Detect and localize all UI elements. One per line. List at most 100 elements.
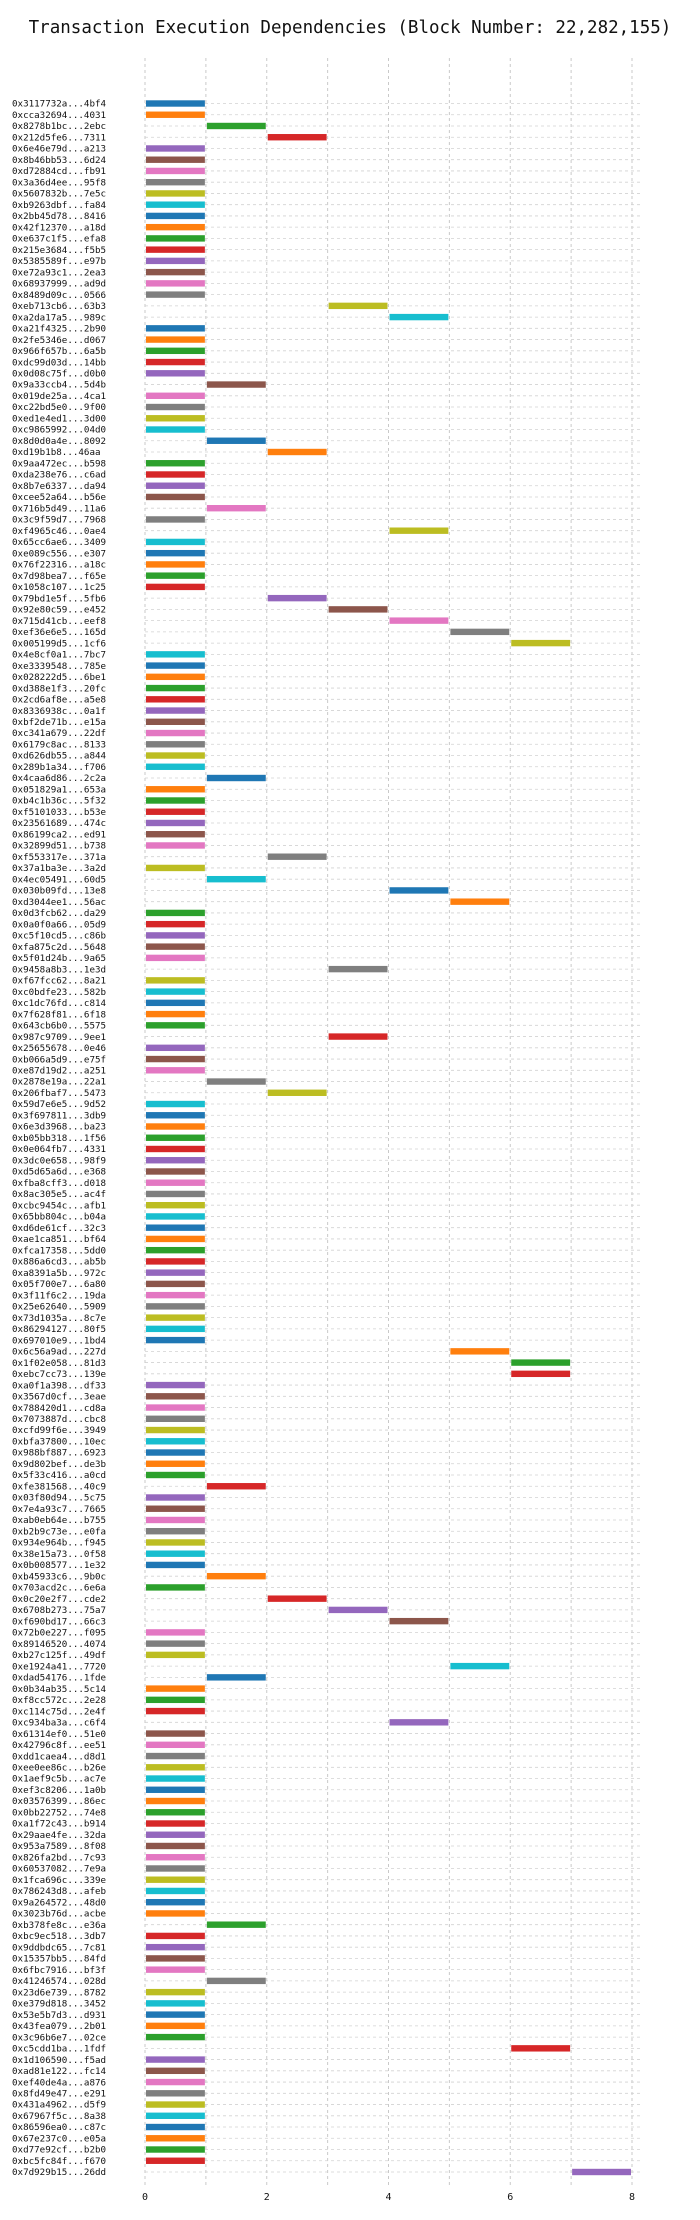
y-tick-label: 0xb4c1b36c...5f32 — [12, 796, 106, 807]
dependency-bar — [146, 426, 205, 433]
dependency-bar — [146, 471, 205, 478]
y-tick-label: 0x9a264572...48d0 — [12, 1897, 106, 1908]
dependency-bar — [146, 1246, 205, 1254]
dependency-bar — [146, 1179, 205, 1186]
y-tick-label: 0xd19b1b8...46aa — [12, 447, 101, 458]
y-tick-label: 0x59d7e6e5...9d52 — [12, 1099, 106, 1110]
y-tick-label: 0x051829a1...653a — [12, 784, 106, 795]
y-tick-label: 0xfe381568...40c9 — [12, 1481, 106, 1492]
y-tick-label: 0xab0eb64e...b755 — [12, 1515, 106, 1526]
y-tick-label: 0x03576399...86ec — [12, 1796, 106, 1807]
dependency-bar — [146, 2157, 205, 2164]
y-tick-label: 0x3dc0e658...98f9 — [12, 1155, 106, 1166]
y-tick-label: 0x67967f5c...8a38 — [12, 2111, 106, 2122]
dependency-bar — [389, 527, 449, 534]
dependency-bar — [328, 606, 388, 613]
dependency-bar — [146, 1415, 205, 1422]
dependency-bar — [146, 1898, 205, 1906]
y-tick-label: 0xf553317e...371a — [12, 852, 106, 863]
y-tick-label: 0x0d08c75f...d0b0 — [12, 369, 106, 380]
y-tick-label: 0x23d6e739...8782 — [12, 1987, 106, 1998]
y-tick-label: 0x3c96b6e7...02ce — [12, 2032, 106, 2043]
chart-title: Transaction Execution Dependencies (Bloc… — [28, 18, 672, 38]
dependency-bar — [146, 808, 205, 815]
dependency-bar — [146, 167, 205, 175]
dependency-bar — [146, 651, 205, 658]
y-tick-label: 0x9aa472ec...b598 — [12, 458, 106, 469]
y-tick-label: 0x25e62640...5909 — [12, 1302, 106, 1313]
dependency-bar — [146, 1134, 205, 1141]
y-tick-label: 0xd6de61cf...32c3 — [12, 1223, 106, 1234]
y-tick-label: 0xae1ca851...bf64 — [12, 1234, 107, 1245]
y-tick-label: 0x716b5d49...11a6 — [12, 503, 106, 514]
dependency-bar — [146, 1797, 205, 1805]
dependency-bar — [328, 302, 388, 310]
y-tick-label: 0xda238e76...c6ad — [12, 470, 106, 481]
dependency-bar — [146, 1269, 205, 1276]
y-tick-label: 0xdc99d03d...14bb — [12, 357, 106, 368]
y-tick-label: 0x8d0d0a4e...8092 — [12, 436, 106, 447]
y-tick-label: 0x42796c8f...ee51 — [12, 1740, 106, 1751]
y-tick-label: 0xad81e122...fc14 — [12, 2066, 107, 2077]
y-tick-label: 0xd5d65a6d...e368 — [12, 1167, 106, 1178]
y-tick-label: 0x1aef9c5b...ac7e — [12, 1774, 106, 1785]
dependency-bar — [146, 1730, 205, 1737]
dependency-bar — [146, 516, 205, 523]
dependency-bar — [146, 1539, 205, 1546]
dependency-bar — [146, 1629, 205, 1636]
y-tick-label: 0x72b0e227...f095 — [12, 1628, 106, 1639]
dependency-bar — [511, 639, 571, 647]
dependency-bar — [206, 875, 266, 883]
y-tick-label: 0x987c9709...9ee1 — [12, 1032, 106, 1043]
bar-layer — [146, 100, 631, 2176]
y-tick-label: 0x4caa6d86...2c2a — [12, 773, 106, 784]
dependency-bar — [146, 1044, 205, 1052]
y-tick-label: 0x3f697811...3db9 — [12, 1110, 106, 1121]
x-tick-label: 6 — [507, 2192, 513, 2203]
y-tick-label: 0xf690bd17...66c3 — [12, 1616, 106, 1627]
dependency-bar — [146, 1426, 205, 1434]
y-tick-label: 0xc0bdfe23...582b — [12, 987, 106, 998]
dependency-bar — [146, 1550, 205, 1557]
y-tick-label: 0x289b1a34...f706 — [12, 762, 106, 773]
dependency-bar — [267, 448, 327, 456]
y-tick-label: 0x8b7e6337...da94 — [12, 481, 107, 492]
dependency-bar — [146, 1393, 205, 1400]
dependency-bar — [450, 628, 510, 636]
dependency-bar — [146, 1404, 205, 1411]
x-tick-label: 4 — [385, 2192, 391, 2203]
dependency-bar — [146, 156, 205, 163]
dependency-bar — [146, 1932, 205, 1940]
dependency-bar — [146, 696, 205, 703]
y-tick-label: 0xd388e1f3...20fc — [12, 683, 106, 694]
dependency-bar — [389, 313, 449, 321]
y-tick-label: 0x206fbaf7...5473 — [12, 1088, 106, 1099]
x-tick-labels: 0 2 4 6 8 — [142, 2192, 635, 2203]
y-tick-label: 0xf8cc572c...2e28 — [12, 1695, 106, 1706]
dependency-bar — [146, 943, 205, 950]
dependency-bar — [389, 617, 449, 624]
y-tick-label: 0x715d41cb...eef8 — [12, 616, 106, 627]
dependency-bar — [146, 291, 205, 298]
dependency-bar — [146, 1505, 205, 1512]
y-tick-label: 0xa1f72c43...b914 — [12, 1819, 107, 1830]
y-tick-label: 0x89146520...4074 — [12, 1639, 107, 1650]
y-tick-label: 0x8ac305e5...ac4f — [12, 1189, 106, 1200]
dependency-bar — [146, 1775, 205, 1782]
dependency-bar — [146, 1190, 205, 1198]
y-tick-label: 0x61314ef0...51e0 — [12, 1729, 106, 1740]
dependency-bar — [146, 2078, 205, 2086]
y-tick-label: 0xd77e92cf...b2b0 — [12, 2145, 106, 2156]
y-tick-label: 0xcbc9454c...afb1 — [12, 1200, 106, 1211]
dependency-bar — [146, 1471, 205, 1479]
y-tick-label: 0x6fbc7916...bf3f — [12, 1965, 106, 1976]
y-tick-label: 0x7f628f81...6f18 — [12, 1009, 106, 1020]
dependency-bar — [267, 1595, 327, 1602]
y-tick-label: 0xe72a93c1...2ea3 — [12, 267, 106, 278]
dependency-bar — [206, 505, 266, 512]
y-tick-label: 0xa21f4325...2b90 — [12, 324, 106, 335]
dependency-bar — [206, 1977, 266, 1985]
dependency-bar — [146, 482, 205, 489]
dependency-bar — [146, 1528, 205, 1535]
dependency-bar — [146, 111, 205, 118]
